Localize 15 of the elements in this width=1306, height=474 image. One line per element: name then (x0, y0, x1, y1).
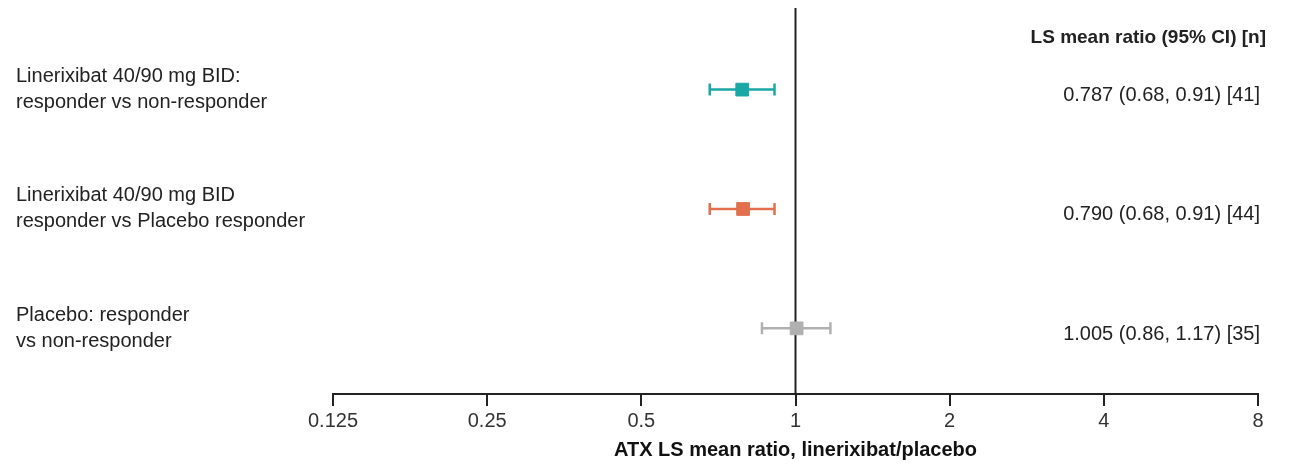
y-tick-label: Placebo: responder vs non-responder (16, 302, 190, 351)
y-tick-label: Linerixibat 40/90 mg BID: responder vs non-responder (16, 64, 268, 113)
y-tick-label: Linerixibat 40/90 mg BID responder vs Placebo responder (16, 183, 306, 232)
annotation: 1.005 (0.86, 1.17) [35] (1063, 321, 1260, 344)
x-tick-label: 0.125 (307, 408, 359, 431)
x-tick-label: 0.5 (627, 408, 656, 431)
x-axis-title: ATX LS mean ratio, linerixibat/placebo (613, 437, 978, 460)
x-tick-label: 2 (944, 408, 956, 431)
x-tick-label: 0.25 (467, 408, 507, 431)
x-tick-label: 1 (789, 408, 802, 431)
x-tick-label: 4 (1098, 408, 1110, 431)
annotation: 0.790 (0.68, 0.91) [44] (1063, 202, 1260, 225)
annotation: LS mean ratio (95% CI) [n] (1030, 26, 1266, 48)
x-tick-label: 8 (1252, 408, 1264, 431)
annotation: 0.787 (0.68, 0.91) [41] (1063, 83, 1260, 106)
